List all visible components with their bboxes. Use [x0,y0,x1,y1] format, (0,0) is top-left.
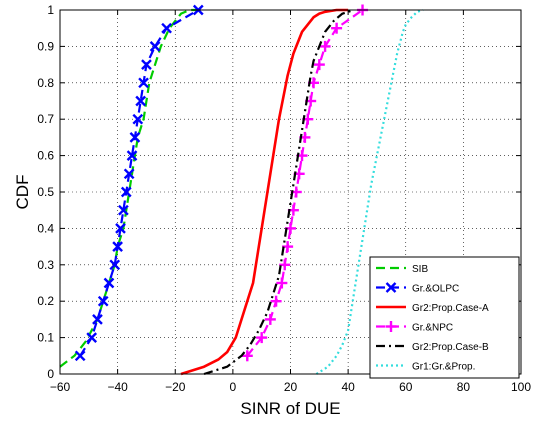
series-layer [59,4,424,376]
x-tick-label: 0 [230,380,237,394]
x-tick-label: 100 [511,380,531,394]
y-tick-label: 0.2 [37,294,54,308]
series-1 [74,4,204,362]
y-tick-label: 0.8 [37,76,54,90]
x-tick-label: −60 [50,380,71,394]
series-point [132,113,144,125]
y-tick-label: 0.4 [37,221,54,235]
series-line [203,8,355,376]
y-tick-label: 1 [47,3,54,17]
y-tick-label: 0.7 [37,112,54,126]
series-point [97,295,109,307]
legend-label: Gr.&NPC [412,323,453,334]
legend-label: Gr1:Gr.&Prop. [412,362,475,373]
series-point [123,168,135,180]
series-point [126,150,138,161]
x-tick-label: 20 [284,380,298,394]
x-tick-label: 40 [341,380,355,394]
y-tick-label: 0.6 [37,149,54,163]
series-point [86,332,98,343]
series-point [118,204,129,216]
series-5 [315,8,424,375]
x-tick-label: −20 [165,380,186,394]
series-point [120,186,132,198]
series-point [129,132,141,143]
series-point [161,22,172,34]
x-axis-label: SINR of DUE [240,399,340,418]
series-line [180,8,349,376]
x-tick-label: 80 [457,380,471,394]
y-tick-label: 0.3 [37,258,54,272]
series-point [74,350,86,362]
axes-box [59,9,522,375]
legend-box [369,256,520,379]
legend-label: Gr2:Prop.Case-A [412,303,489,314]
y-axis-label: CDF [13,175,32,210]
series-point [103,277,115,289]
legend-label: SIB [412,264,428,275]
series-point [135,95,147,107]
series-4 [203,8,355,376]
series-2 [180,8,349,376]
y-tick-label: 0.9 [37,39,54,53]
series-point [138,77,149,89]
series-point [115,223,126,234]
legend: SIB Gr.&OLPC Gr2:Prop.Case-A Gr.&NPC Gr2:Pro… [369,256,520,379]
series-point [149,41,161,52]
series-point [141,59,152,70]
y-tick-label: 0.1 [37,331,54,345]
series-point [92,314,103,325]
series-point [112,241,123,252]
y-tick-label: 0 [47,367,54,381]
x-tick-label: −40 [107,380,128,394]
series-point [109,259,121,271]
y-tick-label: 0.5 [37,185,54,199]
legend-label: Gr2:Prop.Case-B [412,342,489,353]
series-line [315,8,424,375]
legend-marker [385,282,397,293]
series-line [79,9,199,357]
tick-labels: −60 −40 −20 0 20 40 60 80 100 0 0.1 0.2 0.3 0.4 0.5 0.6… [37,3,531,394]
legend-label: Gr.&OLPC [412,284,459,295]
x-tick-label: 60 [399,380,413,394]
grid [60,10,521,374]
